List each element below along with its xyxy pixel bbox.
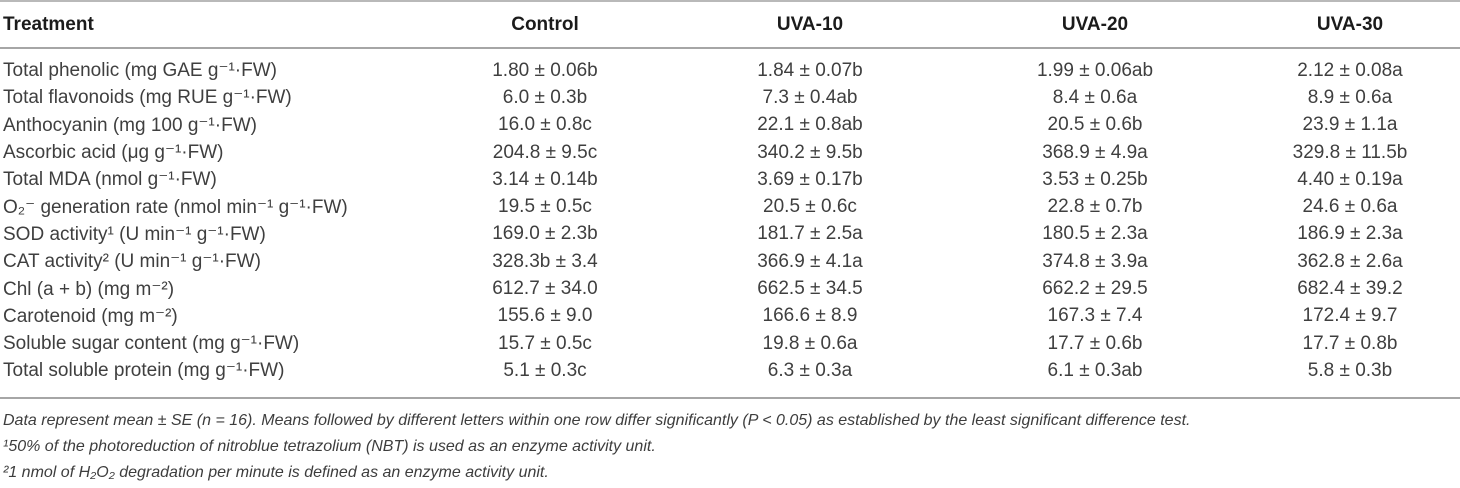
cell-value: 329.8 ± 11.5b [1292,141,1408,163]
col-header-uva10: UVA-10 [670,1,950,49]
row-label: Anthocyanin (mg 100 g⁻¹·FW) [3,114,257,136]
cell-value: 4.40 ± 0.19a [1297,168,1403,190]
row-label: Carotenoid (mg m⁻²) [3,305,178,327]
cell-value: 155.6 ± 9.0 [497,305,593,327]
table-row: Total phenolic (mg GAE g⁻¹·FW) 1.80 ± 0.… [0,48,1460,84]
cell-value: 172.4 ± 9.7 [1302,305,1398,327]
cell-value: 204.8 ± 9.5c [492,141,598,163]
table-row: Total MDA (nmol g⁻¹·FW) 3.14 ± 0.14b 3.6… [0,166,1460,193]
cell-value: 328.3b ± 3.4 [492,250,598,272]
cell-value: 682.4 ± 39.2 [1297,278,1403,300]
footnote-general: Data represent mean ± SE (n = 16). Means… [3,411,1191,429]
cell-value: 19.5 ± 0.5c [498,196,592,218]
col-header-control: Control [420,1,670,49]
cell-value: 15.7 ± 0.5c [498,332,592,354]
cell-value: 6.1 ± 0.3ab [1047,359,1143,381]
cell-value: 8.9 ± 0.6a [1307,86,1393,108]
table-row: Anthocyanin (mg 100 g⁻¹·FW) 16.0 ± 0.8c … [0,112,1460,139]
cell-value: 19.8 ± 0.6a [762,332,858,354]
cell-value: 20.5 ± 0.6c [763,196,857,218]
cell-value: 2.12 ± 0.08a [1297,59,1403,81]
row-label: Ascorbic acid (μg g⁻¹·FW) [3,142,224,164]
table-row: Ascorbic acid (μg g⁻¹·FW) 204.8 ± 9.5c 3… [0,139,1460,166]
cell-value: 17.7 ± 0.6b [1047,332,1143,354]
cell-value: 166.6 ± 8.9 [762,305,858,327]
cell-value: 180.5 ± 2.3a [1042,223,1148,245]
row-label: Total flavonoids (mg RUE g⁻¹·FW) [3,87,292,109]
cell-value: 340.2 ± 9.5b [757,141,863,163]
cell-value: 368.9 ± 4.9a [1042,141,1148,163]
cell-value: 169.0 ± 2.3b [492,223,598,245]
cell-value: 5.1 ± 0.3c [503,359,587,381]
col-header-uva30: UVA-30 [1240,1,1460,49]
table-row: Total soluble protein (mg g⁻¹·FW) 5.1 ± … [0,357,1460,397]
cell-value: 362.8 ± 2.6a [1297,250,1403,272]
cell-value: 22.1 ± 0.8ab [757,114,863,136]
row-label: Total soluble protein (mg g⁻¹·FW) [3,360,285,382]
cell-value: 20.5 ± 0.6b [1047,114,1143,136]
cell-value: 6.3 ± 0.3a [767,359,853,381]
cell-value: 16.0 ± 0.8c [498,114,592,136]
row-label: Chl (a + b) (mg m⁻²) [3,278,175,300]
cell-value: 7.3 ± 0.4ab [762,86,858,108]
cell-value: 1.80 ± 0.06b [492,59,598,81]
table-header-row: Treatment Control UVA-10 UVA-20 UVA-30 [0,1,1460,49]
row-label: CAT activity² (U min⁻¹ g⁻¹·FW) [3,251,261,273]
cell-value: 3.69 ± 0.17b [757,168,863,190]
cell-value: 1.84 ± 0.07b [757,59,863,81]
cell-value: 5.8 ± 0.3b [1307,359,1393,381]
cell-value: 167.3 ± 7.4 [1047,305,1143,327]
cell-value: 3.14 ± 0.14b [492,168,598,190]
results-table: Treatment Control UVA-10 UVA-20 UVA-30 T… [0,0,1460,398]
table-row: Chl (a + b) (mg m⁻²) 612.7 ± 34.0 662.5 … [0,275,1460,302]
cell-value: 662.5 ± 34.5 [757,278,863,300]
cell-value: 22.8 ± 0.7b [1047,196,1143,218]
cell-value: 3.53 ± 0.25b [1042,168,1148,190]
col-header-treatment: Treatment [0,1,420,49]
row-label: Total MDA (nmol g⁻¹·FW) [3,169,217,191]
table-row: Total flavonoids (mg RUE g⁻¹·FW) 6.0 ± 0… [0,84,1460,111]
cell-value: 6.0 ± 0.3b [502,86,588,108]
table-row: CAT activity² (U min⁻¹ g⁻¹·FW) 328.3b ± … [0,248,1460,275]
cell-value: 23.9 ± 1.1a [1302,114,1398,136]
row-label: Soluble sugar content (mg g⁻¹·FW) [3,333,300,355]
cell-value: 374.8 ± 3.9a [1042,250,1148,272]
col-header-uva20: UVA-20 [950,1,1240,49]
cell-value: 186.9 ± 2.3a [1297,223,1403,245]
cell-value: 662.2 ± 29.5 [1042,278,1148,300]
cell-value: 17.7 ± 0.8b [1302,332,1398,354]
footnote-sod-unit: ¹50% of the photoreduction of nitroblue … [3,437,656,455]
row-label: SOD activity¹ (U min⁻¹ g⁻¹·FW) [3,223,266,245]
footnote-cat-unit: ²1 nmol of H₂O₂ degradation per minute i… [3,463,549,481]
cell-value: 612.7 ± 34.0 [492,278,598,300]
row-label: Total phenolic (mg GAE g⁻¹·FW) [3,60,277,82]
row-label: O₂⁻ generation rate (nmol min⁻¹ g⁻¹·FW) [3,196,348,218]
cell-value: 1.99 ± 0.06ab [1036,59,1154,81]
table-row: SOD activity¹ (U min⁻¹ g⁻¹·FW) 169.0 ± 2… [0,221,1460,248]
table-row: Soluble sugar content (mg g⁻¹·FW) 15.7 ±… [0,330,1460,357]
table-footnotes: Data represent mean ± SE (n = 16). Means… [0,399,1460,486]
cell-value: 24.6 ± 0.6a [1302,196,1398,218]
cell-value: 366.9 ± 4.1a [757,250,863,272]
table-row: Carotenoid (mg m⁻²) 155.6 ± 9.0 166.6 ± … [0,303,1460,330]
cell-value: 8.4 ± 0.6a [1052,86,1138,108]
cell-value: 181.7 ± 2.5a [757,223,863,245]
table-row: O₂⁻ generation rate (nmol min⁻¹ g⁻¹·FW) … [0,193,1460,220]
